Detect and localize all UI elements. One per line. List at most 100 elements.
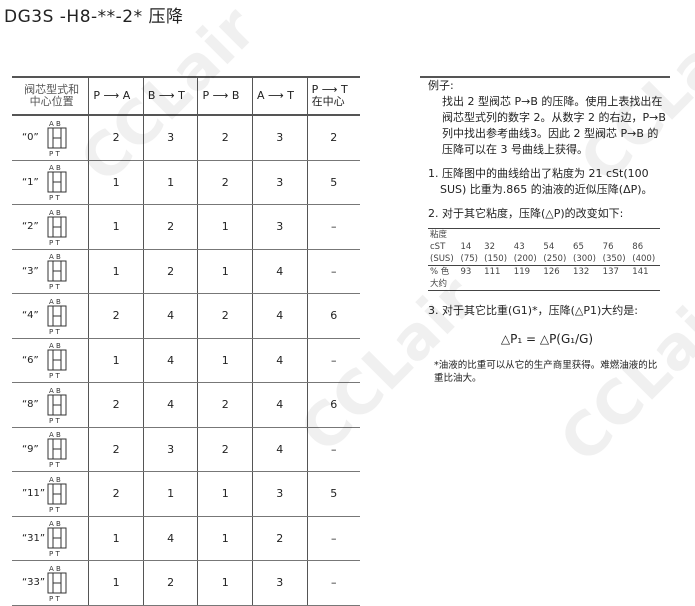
note-3: 3. 对于其它比重(G1)*，压降(△P1)大约是: [428, 304, 638, 317]
pressure-curve-value: 2 [88, 427, 144, 472]
spool-type-cell: “31” A B P T [12, 516, 89, 561]
spool-type-cell: “8” A B P T [12, 382, 89, 428]
column-header: 阀芯型式和 中心位置 [12, 76, 89, 116]
pressure-curve-value: 4 [142, 293, 198, 339]
pressure-curve-value: 4 [251, 249, 308, 294]
page-title: DG3S -H8-**-2* 压降 [4, 7, 184, 27]
pressure-curve-value: 5 [306, 471, 360, 517]
cst-label: cST [430, 242, 446, 252]
note-1: 1. 压降图中的曲线给出了粘度为 21 cSt(100 SUS) 比重为.865… [428, 167, 653, 196]
pressure-curve-value: 4 [251, 382, 308, 428]
pressure-curve-value: 2 [197, 293, 253, 339]
pressure-curve-value: 2 [142, 560, 198, 606]
svg-text:A B: A B [49, 387, 61, 395]
pct-value: 93 [460, 267, 472, 277]
spool-symbol-icon: A B P T [47, 298, 67, 336]
svg-text:P T: P T [49, 328, 60, 335]
svg-text:P T: P T [49, 194, 60, 201]
sus-value: (300) [573, 254, 596, 264]
formula: △P₁ = △P(G₁/G) [500, 332, 594, 346]
pressure-curve-value: 3 [251, 471, 308, 517]
spool-type-label: “8” [22, 399, 39, 411]
pressure-curve-value: 1 [197, 204, 253, 250]
svg-text:P T: P T [49, 506, 60, 513]
pressure-curve-value: 4 [142, 516, 198, 561]
spool-type-label: “1” [22, 176, 39, 188]
spool-type-cell: “2” A B P T [12, 204, 89, 250]
pressure-curve-value: – [306, 560, 360, 606]
svg-text:A B: A B [49, 120, 61, 128]
sus-value: (350) [602, 254, 626, 264]
spool-symbol-icon: A B P T [47, 476, 67, 514]
footnote: *油液的比重可以从它的生产商里获得。难燃油液的比重比油大。 [434, 360, 658, 384]
cst-value: 43 [513, 242, 525, 252]
pct-value: 137 [602, 267, 619, 277]
pressure-curve-value: 2 [142, 204, 198, 250]
example-heading: 例子: [428, 79, 454, 92]
pressure-curve-value: 1 [197, 516, 253, 561]
pct-label: % 色 [430, 267, 450, 277]
pct-value: 132 [573, 267, 590, 277]
spool-symbol-icon: A B P T [47, 209, 67, 247]
svg-text:A B: A B [49, 476, 61, 484]
svg-text:A B: A B [49, 520, 61, 528]
example-body: 找出 2 型阀芯 P→B 的压降。使用上表找出在阀芯型式列的数字 2。从数字 2… [442, 95, 666, 156]
pressure-curve-value: 2 [197, 427, 253, 472]
pressure-curve-value: 1 [197, 338, 253, 383]
cst-value: 86 [632, 242, 644, 252]
spool-type-cell: “4” A B P T [12, 293, 89, 339]
pressure-curve-value: – [306, 249, 360, 294]
pressure-curve-value: 1 [197, 471, 253, 517]
pressure-curve-value: – [306, 338, 360, 383]
example-panel: 例子: 找出 2 型阀芯 P→B 的压降。使用上表找出在阀芯型式列的数字 2。从… [420, 76, 670, 385]
spool-type-label: ”11” [22, 488, 46, 500]
spool-type-cell: “1” A B P T [12, 160, 89, 205]
svg-text:P T: P T [49, 595, 60, 602]
pct-value: 126 [543, 267, 560, 277]
svg-text:A B: A B [49, 209, 61, 217]
cst-value: 76 [602, 242, 614, 252]
svg-text:A B: A B [49, 253, 61, 261]
spool-type-cell: ”11” A B P T [12, 471, 89, 517]
cst-value: 65 [573, 242, 584, 252]
sus-value: (400) [632, 254, 656, 264]
pressure-curve-value: 2 [251, 516, 308, 561]
svg-text:P T: P T [49, 283, 60, 290]
spool-type-label: “33” [22, 577, 46, 589]
spool-symbol-icon: A B P T [47, 520, 67, 558]
svg-text:A B: A B [49, 565, 61, 573]
sus-value: (150) [484, 254, 508, 264]
pressure-curve-value: 1 [142, 471, 198, 517]
svg-text:A B: A B [49, 431, 61, 439]
svg-text:P T: P T [49, 461, 60, 468]
sus-value: (250) [543, 254, 567, 264]
sus-value: (75) [460, 254, 478, 264]
pressure-curve-value: 3 [142, 427, 198, 472]
spool-symbol-icon: A B P T [47, 120, 67, 158]
pressure-curve-value: 1 [88, 160, 144, 205]
divider [420, 76, 670, 78]
cst-value: 14 [460, 242, 472, 252]
pressure-curve-value: 1 [197, 249, 253, 294]
spool-symbol-icon: A B P T [47, 431, 67, 469]
pressure-curve-value: 3 [251, 160, 308, 205]
spool-symbol-icon: A B P T [47, 342, 67, 380]
pressure-curve-value: 2 [88, 115, 144, 161]
pressure-curve-value: 2 [88, 293, 144, 339]
pressure-curve-value: 2 [88, 471, 144, 517]
column-header: P ⟶ T 在中心 [306, 76, 360, 116]
column-header: B ⟶ T [142, 76, 198, 116]
spool-symbol-icon: A B P T [47, 164, 67, 202]
pressure-curve-value: 5 [306, 160, 360, 205]
pct-value: 111 [484, 267, 501, 277]
pressure-curve-value: 3 [251, 560, 308, 606]
pressure-curve-value: 4 [251, 293, 308, 339]
note-2: 2. 对于其它粘度，压降(△P)的改变如下: [428, 207, 624, 220]
spool-type-cell: “3” A B P T [12, 249, 89, 294]
pressure-curve-value: 1 [88, 204, 144, 250]
sus-value: (200) [513, 254, 537, 264]
